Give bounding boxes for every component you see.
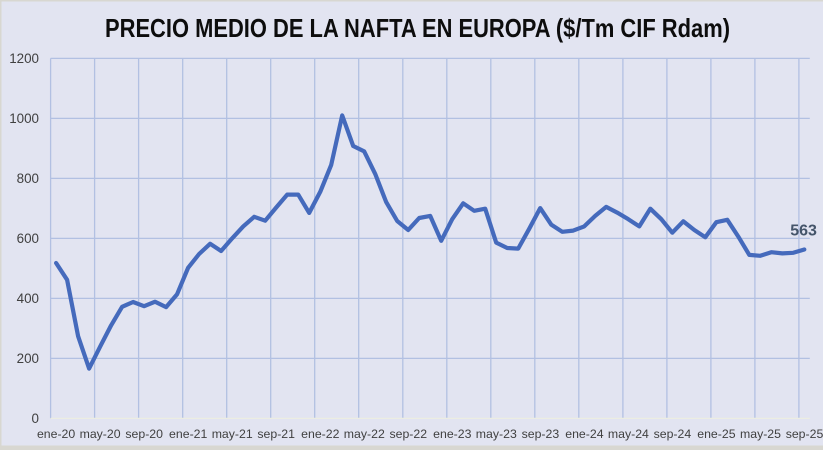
svg-text:may-24: may-24 — [608, 427, 649, 441]
svg-text:ene-22: ene-22 — [301, 427, 339, 441]
svg-text:ene-23: ene-23 — [433, 427, 471, 441]
svg-text:sep-25: sep-25 — [786, 427, 823, 441]
svg-text:600: 600 — [17, 231, 39, 246]
svg-text:1000: 1000 — [9, 111, 39, 126]
svg-text:ene-21: ene-21 — [169, 427, 207, 441]
svg-text:563: 563 — [790, 223, 817, 240]
svg-text:ene-25: ene-25 — [697, 427, 735, 441]
svg-text:sep-23: sep-23 — [522, 427, 560, 441]
svg-text:ene-20: ene-20 — [37, 427, 75, 441]
svg-text:0: 0 — [32, 411, 39, 426]
svg-text:ene-24: ene-24 — [565, 427, 603, 441]
svg-text:may-21: may-21 — [212, 427, 253, 441]
svg-text:800: 800 — [17, 171, 39, 186]
svg-text:200: 200 — [17, 351, 39, 366]
svg-text:1200: 1200 — [9, 51, 39, 66]
svg-text:may-22: may-22 — [344, 427, 385, 441]
svg-text:400: 400 — [17, 291, 39, 306]
svg-text:sep-21: sep-21 — [257, 427, 295, 441]
svg-text:PRECIO MEDIO DE LA NAFTA EN EU: PRECIO MEDIO DE LA NAFTA EN EUROPA ($/Tm… — [105, 13, 730, 43]
svg-text:sep-24: sep-24 — [654, 427, 692, 441]
svg-text:sep-22: sep-22 — [389, 427, 427, 441]
svg-text:may-25: may-25 — [740, 427, 781, 441]
svg-text:sep-20: sep-20 — [125, 427, 163, 441]
svg-text:may-23: may-23 — [476, 427, 517, 441]
svg-text:may-20: may-20 — [80, 427, 121, 441]
